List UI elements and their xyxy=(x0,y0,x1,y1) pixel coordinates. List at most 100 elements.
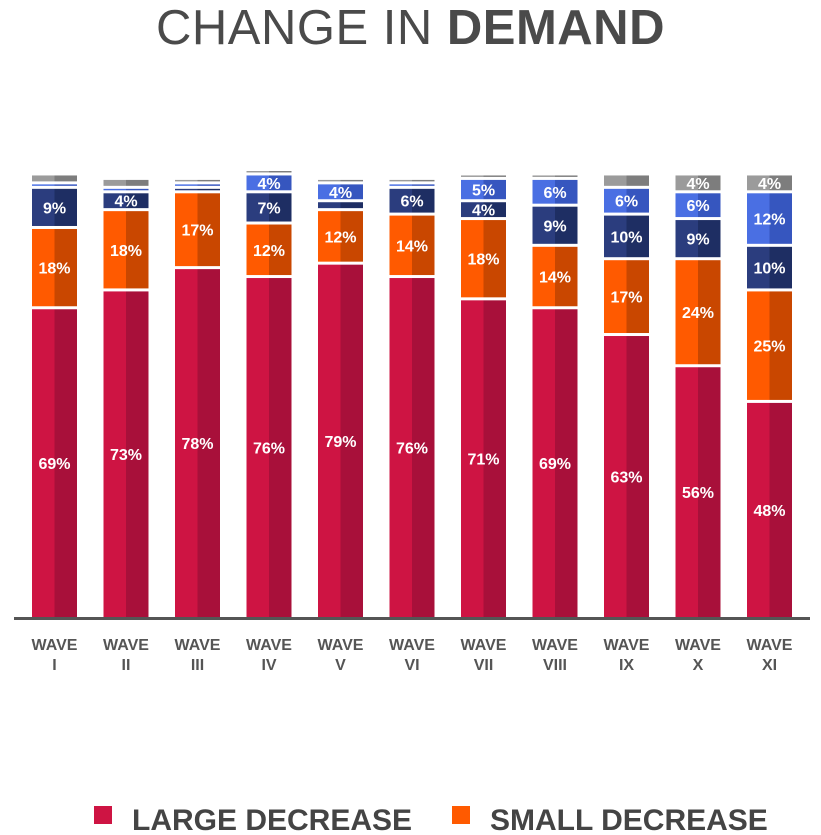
x-tick-label: VIII xyxy=(543,657,567,674)
data-label: 14% xyxy=(539,270,571,287)
bar-segment-shade xyxy=(412,278,435,617)
bar-segment-shade xyxy=(412,188,435,213)
x-tick-label: WAVE xyxy=(604,637,650,654)
x-tick-label: VI xyxy=(404,657,419,674)
bar-segment-shade xyxy=(412,179,435,182)
x-tick-label: WAVE xyxy=(389,637,435,654)
bar-segment xyxy=(389,215,412,276)
x-tick-label: WAVE xyxy=(318,637,364,654)
data-label: 69% xyxy=(539,456,571,473)
legend-swatch xyxy=(452,806,470,824)
bars-group: 69% 18% 9% 73% 18% 4% 78% 17% 76% 12% 7% 4% 79% 12% 4%… xyxy=(32,171,792,617)
data-label: 4% xyxy=(686,176,709,193)
bar-segment-shade xyxy=(126,211,149,289)
bar-segment-shade xyxy=(412,215,435,276)
data-label: 14% xyxy=(396,238,428,255)
bar-segment-shade xyxy=(626,260,649,334)
bar-segment-shade xyxy=(269,171,292,173)
bar-segment xyxy=(604,188,627,213)
bar-segment-shade xyxy=(340,184,363,200)
data-label: 25% xyxy=(753,339,785,356)
data-label: 12% xyxy=(253,243,285,260)
bar-segment xyxy=(389,184,412,186)
bar-segment-shade xyxy=(54,175,77,182)
bar-stack: 63% 17% 10% 6% xyxy=(604,175,649,617)
bar-segment xyxy=(32,188,55,226)
bar-segment xyxy=(675,175,698,191)
bar-segment xyxy=(246,171,269,173)
data-label: 76% xyxy=(396,441,428,458)
legend-label: SMALL DECREASE xyxy=(490,804,768,835)
data-label: 10% xyxy=(753,261,785,278)
bar-segment xyxy=(604,215,627,258)
x-tick-label: XI xyxy=(762,657,777,674)
data-label: 9% xyxy=(686,232,709,249)
bar-segment-shade xyxy=(555,179,578,204)
bar-stack: 69% 14% 9% 6% xyxy=(532,175,578,617)
data-label: 78% xyxy=(181,436,213,453)
bar-segment xyxy=(103,188,126,191)
bar-segment-shade xyxy=(126,188,149,191)
data-label: 18% xyxy=(467,252,499,269)
bar-segment xyxy=(532,206,555,244)
bar-segment-shade xyxy=(555,246,578,307)
x-tick-label: WAVE xyxy=(246,637,292,654)
data-label: 48% xyxy=(753,503,785,520)
x-tick-label: WAVE xyxy=(461,637,507,654)
bar-segment-shade xyxy=(412,184,435,186)
bar-segment-shade xyxy=(483,179,506,200)
bar-stack: 56% 24% 9% 6% 4% xyxy=(675,175,721,617)
x-tick-label: VII xyxy=(474,657,494,674)
bar-segment-shade xyxy=(483,175,506,177)
data-label: 71% xyxy=(467,452,499,469)
bar-segment-shade xyxy=(54,188,77,226)
bar-segment xyxy=(318,264,341,617)
bar-segment-shade xyxy=(626,336,649,617)
bar-segment xyxy=(103,211,126,289)
x-tick-label: WAVE xyxy=(532,637,578,654)
bar-segment xyxy=(604,260,627,334)
bar-segment xyxy=(175,193,198,267)
bar-segment xyxy=(461,175,484,177)
data-label: 17% xyxy=(181,223,213,240)
bar-segment-shade xyxy=(555,309,578,617)
bar-stack: 69% 18% 9% xyxy=(32,175,77,617)
bar-segment-shade xyxy=(769,175,792,191)
data-label: 7% xyxy=(257,200,280,217)
bar-segment xyxy=(532,246,555,307)
bar-segment xyxy=(747,193,770,244)
data-label: 18% xyxy=(110,243,142,260)
bar-segment-shade xyxy=(698,367,721,617)
bar-segment xyxy=(103,179,126,186)
bar-segment-shade xyxy=(626,215,649,258)
data-label: 69% xyxy=(38,456,70,473)
bar-segment xyxy=(461,202,484,218)
chart-title-part1: CHANGE IN xyxy=(156,1,447,55)
data-label: 6% xyxy=(686,198,709,215)
data-label: 76% xyxy=(253,441,285,458)
bar-segment-shade xyxy=(197,269,220,617)
bar-stack: 73% 18% 4% xyxy=(103,179,149,617)
x-tick-label: IV xyxy=(261,657,276,674)
bar-stack: 71% 18% 4% 5% xyxy=(461,175,506,617)
bar-segment xyxy=(175,188,198,191)
x-tick-label: WAVE xyxy=(175,637,221,654)
data-label: 6% xyxy=(543,185,566,202)
bar-segment xyxy=(747,246,770,289)
bar-segment-shade xyxy=(197,188,220,191)
bar-segment-shade xyxy=(483,300,506,617)
bar-segment xyxy=(389,188,412,213)
bar-stack: 78% 17% xyxy=(175,179,220,617)
data-label: 63% xyxy=(610,470,642,487)
bar-segment-shade xyxy=(269,224,292,276)
bar-segment-shade xyxy=(126,291,149,617)
data-label: 12% xyxy=(753,212,785,229)
bar-segment-shade xyxy=(340,211,363,262)
bar-segment xyxy=(604,336,627,617)
bar-segment-shade xyxy=(54,228,77,307)
bar-segment-shade xyxy=(54,184,77,186)
x-tick-label: X xyxy=(693,657,704,674)
bar-segment-shade xyxy=(483,202,506,218)
